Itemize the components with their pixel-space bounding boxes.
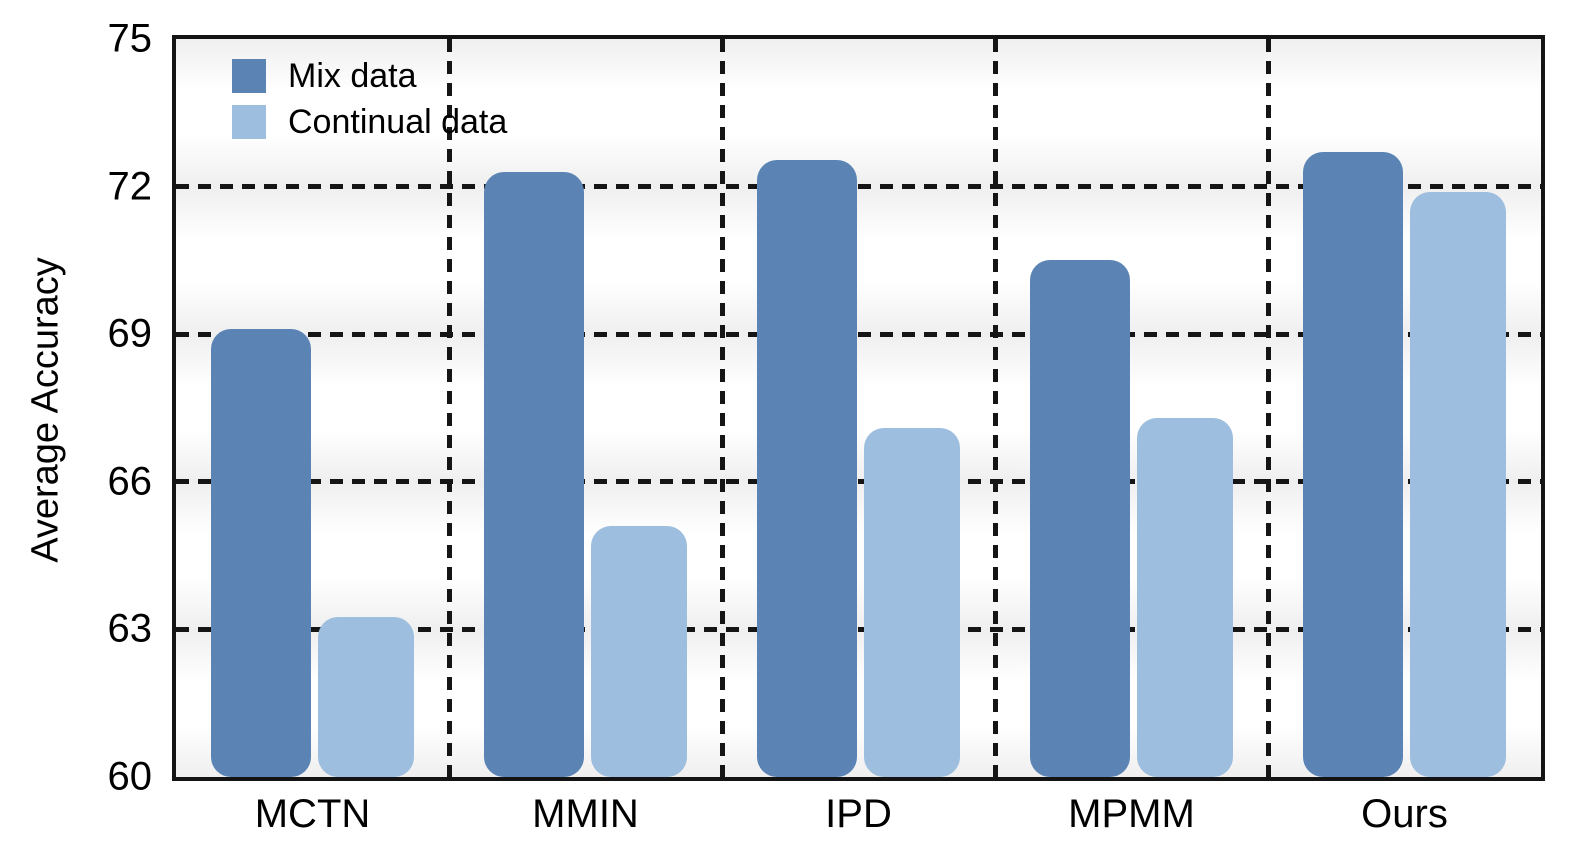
mix-data-bar bbox=[1029, 260, 1130, 777]
continual-data-bar bbox=[1409, 191, 1506, 777]
y-tick-label: 69 bbox=[107, 311, 153, 356]
y-tick-label: 63 bbox=[107, 606, 153, 651]
y-tick-label: 66 bbox=[107, 459, 153, 504]
continual-data-bar bbox=[863, 427, 960, 777]
gridline-horizontal bbox=[176, 184, 1541, 190]
x-tick-label: MPMM bbox=[1068, 792, 1195, 836]
gridline-horizontal bbox=[176, 331, 1541, 337]
mix-data-bar bbox=[483, 171, 584, 777]
plot-area: Mix data Continual data bbox=[172, 35, 1545, 781]
gridline-horizontal bbox=[176, 626, 1541, 632]
mix-data-bar bbox=[1302, 152, 1403, 777]
continual-data-bar bbox=[317, 617, 414, 777]
continual-data-bar bbox=[590, 526, 687, 777]
x-tick-label: MMIN bbox=[532, 792, 639, 836]
group-separator bbox=[992, 39, 998, 777]
x-tick-label: IPD bbox=[825, 792, 892, 836]
continual-data-bar bbox=[1136, 417, 1233, 777]
y-tick-label: 75 bbox=[107, 16, 153, 61]
group-separator bbox=[446, 39, 452, 777]
y-tick-label: 60 bbox=[107, 754, 153, 799]
mix-data-bar bbox=[756, 159, 857, 777]
group-separator bbox=[719, 39, 725, 777]
legend-item-mix-data: Mix data bbox=[232, 57, 507, 95]
gridline-horizontal bbox=[176, 479, 1541, 485]
y-tick-label: 72 bbox=[107, 164, 153, 209]
legend: Mix data Continual data bbox=[232, 57, 507, 149]
x-tick-label: MCTN bbox=[254, 792, 371, 836]
mix-data-bar bbox=[210, 329, 311, 777]
x-tick-label: Ours bbox=[1361, 792, 1448, 836]
legend-swatch-mix-data bbox=[232, 59, 266, 93]
legend-item-continual-data: Continual data bbox=[232, 103, 507, 141]
y-axis-title: Average Accuracy bbox=[24, 257, 67, 563]
legend-label-continual-data: Continual data bbox=[288, 103, 508, 141]
group-separator bbox=[1265, 39, 1271, 777]
legend-label-mix-data: Mix data bbox=[288, 57, 417, 95]
legend-swatch-continual-data bbox=[232, 105, 266, 139]
